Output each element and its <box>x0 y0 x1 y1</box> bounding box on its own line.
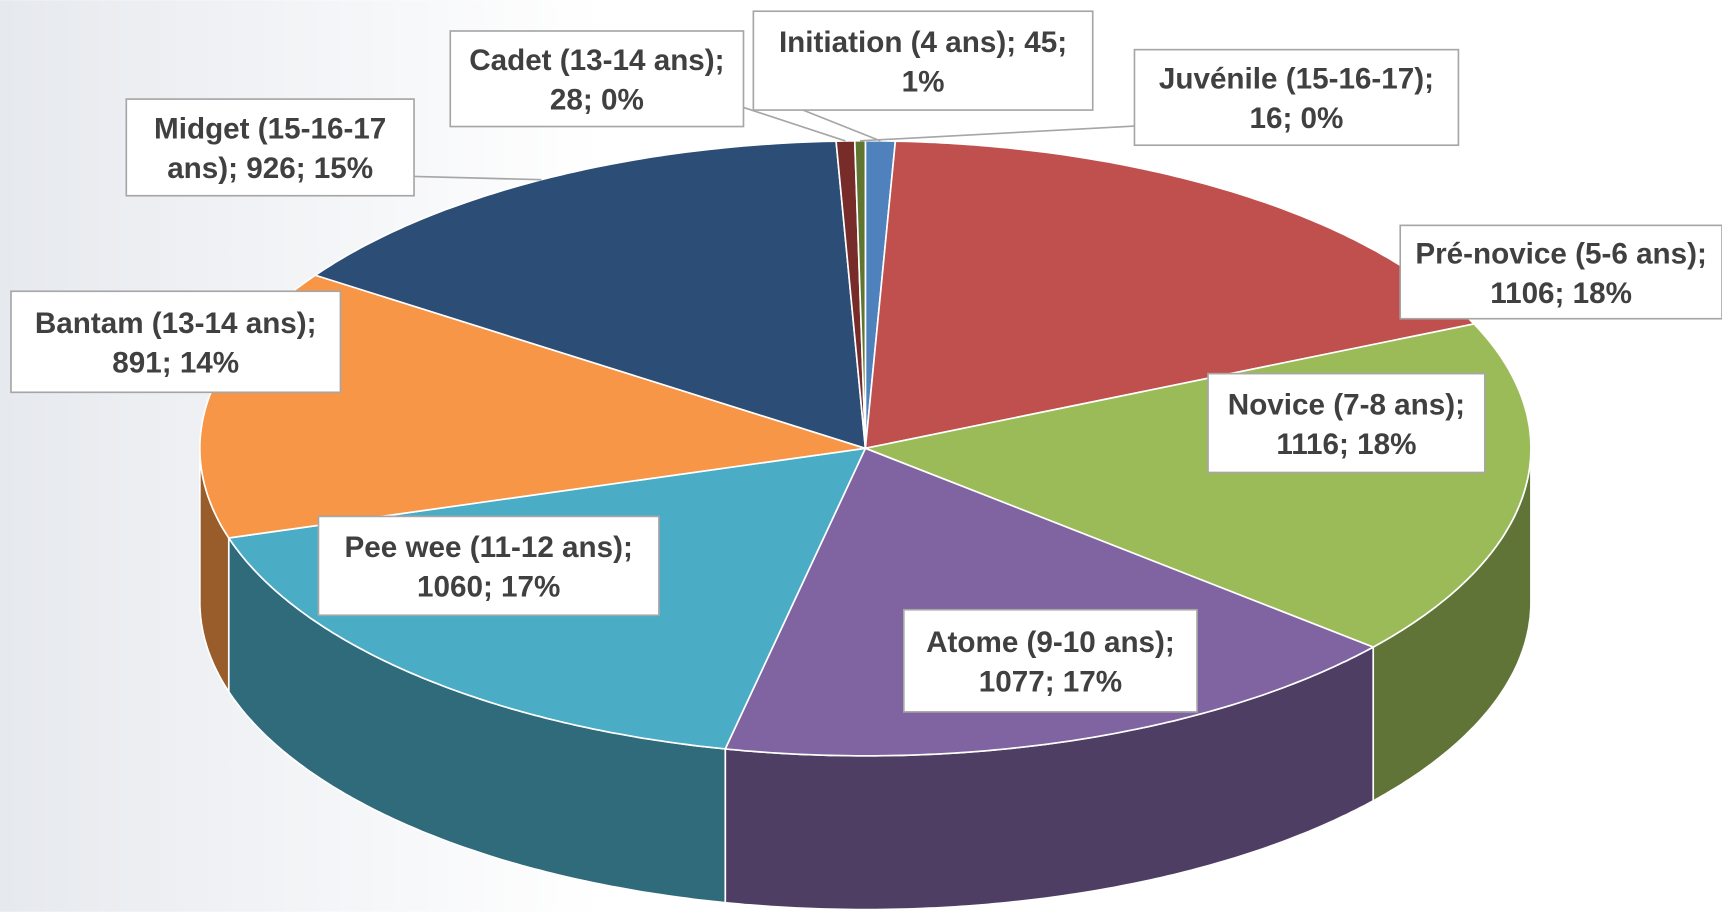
data-label-line: Pee wee (11-12 ans); <box>345 531 633 564</box>
data-label-line: ans); 926; 15% <box>167 152 373 185</box>
chart: Initiation (4 ans); 45; 1% Pré-novice (5-6… <box>0 0 1722 912</box>
data-label-line: Cadet (13-14 ans); <box>469 44 724 77</box>
data-label-line: Pré-novice (5-6 ans); <box>1415 237 1707 270</box>
data-label-line: 1% <box>902 65 945 98</box>
data-label-line: 1116; 18% <box>1276 428 1416 461</box>
page: {"chart_data": { "type": "pie3d", "value… <box>0 0 1722 912</box>
data-label-line: Juvénile (15-16-17); <box>1159 63 1434 96</box>
data-label-line: 1077; 17% <box>979 666 1122 699</box>
data-label-line: Bantam (13-14 ans); <box>35 307 317 340</box>
data-label-line: 891; 14% <box>112 347 239 380</box>
data-label-line: Initiation (4 ans); 45; <box>779 26 1067 59</box>
data-label-line: 1060; 17% <box>417 571 560 604</box>
data-label-line: 16; 0% <box>1249 102 1343 135</box>
data-label-line: Midget (15-16-17 <box>154 113 386 146</box>
data-label-line: 1106; 18% <box>1490 277 1632 310</box>
data-label-line: Novice (7-8 ans); <box>1228 388 1465 421</box>
data-label-line: 28; 0% <box>550 84 644 117</box>
data-label-line: Atome (9-10 ans); <box>926 626 1175 659</box>
